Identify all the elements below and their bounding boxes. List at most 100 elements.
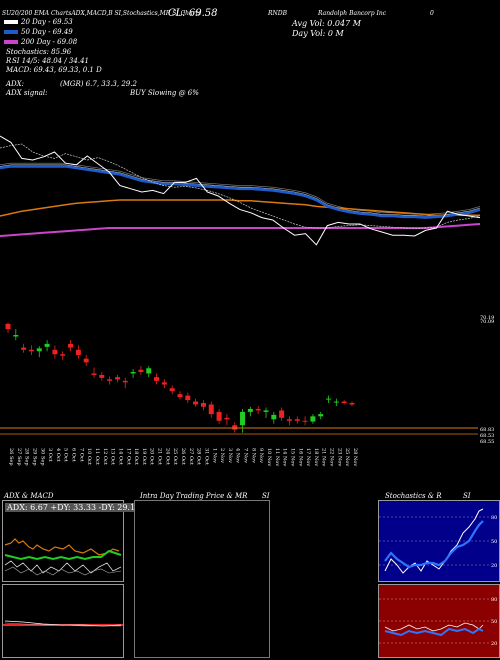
horizontal-levels	[0, 427, 478, 435]
mr-panel	[134, 500, 270, 658]
legend-si: SI 14/5: 48.04 / 34.41	[12, 57, 89, 65]
price-tick-low: 68.83	[480, 427, 494, 433]
candle-body	[13, 335, 19, 337]
legend-adx: ADX:	[6, 80, 25, 88]
ma-band-mid	[0, 164, 481, 217]
legend-r: R	[6, 57, 12, 65]
x-tick-label: 2 Nov	[219, 448, 225, 463]
x-tick-label: 18 Nov	[313, 448, 319, 466]
ma200-line	[0, 223, 481, 237]
candle-body	[146, 368, 152, 374]
candle-body	[44, 343, 50, 347]
x-tick-label: 20 Oct	[149, 448, 155, 465]
legend-ma20: 20 Day - 69.53	[4, 18, 73, 26]
legend-ma200: 200 Day - 69.08	[4, 38, 77, 46]
candle-body	[154, 377, 160, 381]
stoch-tick-20: 20	[491, 563, 497, 569]
x-tick-label: 28 Sep	[24, 448, 30, 466]
x-tick-label: 11 Nov	[274, 448, 280, 466]
candle-body	[224, 417, 230, 420]
price-tick-low3: 68.55	[480, 439, 494, 445]
x-tick-label: 12 Oct	[102, 448, 108, 465]
candle-body	[318, 414, 324, 417]
x-tick-label: 25 Nov	[344, 448, 350, 466]
stoch-tick-50: 50	[491, 539, 497, 545]
candle-body	[91, 373, 97, 375]
x-tick-label: 17 Nov	[305, 448, 311, 466]
adx-white-line	[4, 560, 122, 574]
candle-body	[302, 420, 308, 422]
candle-body	[83, 358, 89, 363]
candle-body	[263, 410, 269, 412]
macd-svg	[3, 620, 123, 627]
stoch-tick-80: 80	[491, 515, 497, 521]
stoch-panel: 80 50 20	[378, 500, 500, 582]
candle-body	[138, 369, 144, 372]
candle-body	[114, 377, 120, 380]
legend-ma50: 50 Day - 69.49	[4, 28, 73, 36]
x-tick-label: 18 Oct	[133, 448, 139, 465]
date-axis: 26 Sep 27 Sep 28 Sep 29 Sep 30 Sep 3 Oct 4 Oct…	[8, 448, 358, 466]
x-tick-label: 28 Nov	[352, 448, 358, 466]
close-line	[0, 135, 481, 246]
candle-body	[60, 354, 66, 356]
legend-stoch: Stochastics: 85.96	[6, 48, 72, 56]
x-tick-label: 21 Oct	[157, 448, 163, 465]
x-tick-label: 5 Oct	[63, 448, 69, 462]
candle-body	[255, 408, 261, 411]
legend-macd: MACD: 69.43, 69.33, 0.1 D	[6, 66, 102, 74]
candle-body	[107, 379, 113, 381]
day-volume: Day Vol: 0 M	[292, 29, 344, 38]
header-zero: 0	[430, 10, 434, 17]
x-tick-label: 22 Nov	[329, 448, 335, 466]
ma20-line	[0, 143, 481, 230]
candle-body	[75, 349, 81, 355]
adx-green-line	[4, 549, 122, 561]
x-tick-label: 16 Nov	[297, 448, 303, 466]
candle-body	[36, 348, 42, 352]
candle-body	[341, 401, 347, 404]
candle-body	[310, 416, 316, 422]
x-tick-label: 4 Oct	[55, 448, 61, 462]
stoch-panel-title: Stochastics & R	[385, 492, 442, 500]
x-tick-label: 7 Oct	[78, 448, 84, 462]
x-tick-label: 17 Oct	[125, 448, 131, 465]
rsi-tick-50: 50	[491, 619, 497, 625]
x-tick-label: 26 Oct	[180, 448, 186, 465]
x-tick-label: 27 Sep	[16, 448, 22, 466]
candle-body	[200, 403, 206, 407]
ma50-line	[0, 165, 481, 219]
x-tick-label: 3 Nov	[227, 448, 233, 463]
ema-orange-line	[0, 199, 480, 217]
adx-readout: ADX: 6.67 +DY: 33.33 -DY: 29.17	[5, 503, 143, 512]
candle-body	[161, 382, 167, 385]
ma200-swatch	[4, 40, 18, 44]
x-tick-label: 9 Nov	[258, 448, 264, 463]
price-tick-top2: 70.09	[480, 319, 494, 325]
candle-body	[349, 403, 355, 405]
rsi-tick-80: 80	[491, 597, 497, 603]
main-chart: 26 Sep 27 Sep 28 Sep 29 Sep 30 Sep 3 Oct 4 Oct…	[0, 135, 494, 466]
x-tick-label: 10 Nov	[266, 448, 272, 466]
price-tick-top: 70.19	[480, 315, 494, 321]
adx-gray-line	[4, 566, 122, 576]
ma200-label: 200 Day - 69.08	[21, 38, 78, 46]
candle-body	[122, 380, 128, 383]
candle-body	[216, 411, 222, 421]
adx-orange-line	[4, 538, 120, 556]
candle-body	[68, 343, 74, 348]
candle-body	[294, 419, 300, 421]
candle-body	[99, 374, 105, 378]
candle-body	[279, 410, 285, 418]
moving-average-lines	[0, 135, 481, 246]
x-tick-label: 6 Oct	[71, 448, 77, 462]
x-tick-label: 24 Oct	[164, 448, 170, 465]
rsi-blue-line	[384, 627, 484, 637]
rsi-svg: 80 50 20	[379, 597, 497, 647]
avg-volume: Avg Vol: 0.047 M	[292, 19, 361, 28]
x-tick-label: 31 Oct	[203, 448, 209, 465]
candle-body	[326, 398, 332, 400]
candle-body	[130, 371, 136, 374]
company-name: Randolph Bancorp Inc	[318, 10, 387, 17]
ma20-label: 20 Day - 69.53	[21, 18, 73, 26]
